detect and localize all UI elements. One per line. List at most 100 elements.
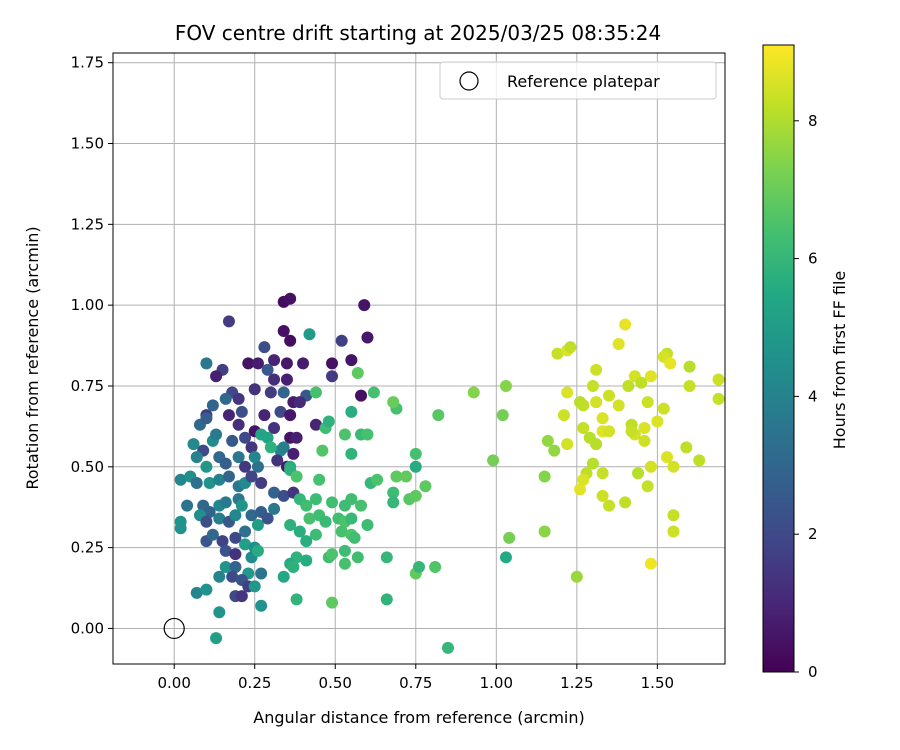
data-point-197: [429, 561, 442, 574]
data-point-42: [200, 412, 213, 425]
data-point-34: [206, 399, 219, 412]
data-point-17: [200, 357, 213, 370]
data-point-243: [641, 480, 654, 493]
data-point-53: [210, 428, 223, 441]
data-points: [174, 292, 725, 654]
data-point-85: [181, 499, 194, 512]
data-point-46: [268, 422, 281, 435]
data-point-136: [303, 512, 316, 525]
data-point-72: [174, 473, 187, 486]
data-point-256: [667, 460, 680, 473]
data-point-38: [274, 405, 287, 418]
data-point-235: [619, 318, 632, 331]
data-point-203: [499, 379, 512, 392]
data-point-82: [268, 486, 281, 499]
data-point-202: [496, 409, 509, 422]
legend-box: [439, 61, 717, 100]
data-point-91: [235, 499, 248, 512]
data-point-74: [190, 476, 203, 489]
data-point-101: [229, 509, 242, 522]
data-point-12: [268, 354, 281, 367]
data-point-184: [326, 548, 339, 561]
data-point-228: [586, 457, 599, 470]
data-point-227: [574, 483, 587, 496]
data-point-209: [551, 347, 564, 360]
data-point-213: [561, 386, 574, 399]
data-point-226: [577, 473, 590, 486]
data-point-199: [499, 551, 512, 564]
data-point-6: [303, 328, 316, 341]
data-point-229: [596, 467, 609, 480]
data-point-176: [290, 470, 303, 483]
data-point-266: [625, 425, 638, 438]
x-axis-ticks: 0.00 0.25 0.50 0.75 1.00 1.25 1.50: [157, 664, 674, 692]
data-point-127: [200, 583, 213, 596]
data-point-159: [367, 386, 380, 399]
data-point-115: [219, 561, 232, 574]
data-point-241: [638, 422, 651, 435]
data-point-62: [200, 460, 213, 473]
colorbar-tick-label-0: 0: [808, 663, 818, 681]
data-point-111: [219, 544, 232, 557]
data-point-130: [210, 632, 223, 645]
data-point-222: [590, 438, 603, 451]
data-point-89: [219, 496, 232, 509]
data-point-248: [644, 370, 657, 383]
data-point-109: [239, 538, 252, 551]
data-point-28: [219, 392, 232, 405]
data-point-99: [213, 512, 226, 525]
data-point-98: [200, 515, 213, 528]
data-point-242: [632, 467, 645, 480]
data-point-123: [248, 580, 261, 593]
data-point-118: [255, 567, 268, 580]
y-tick-label-1: 0.25: [71, 539, 104, 557]
data-point-145: [345, 493, 358, 506]
data-point-9: [242, 357, 255, 370]
data-point-30: [277, 386, 290, 399]
data-point-262: [683, 360, 696, 373]
data-point-77: [222, 470, 235, 483]
data-point-231: [603, 499, 616, 512]
data-point-146: [335, 525, 348, 538]
data-point-208: [538, 525, 551, 538]
data-point-251: [657, 402, 670, 415]
data-point-108: [229, 531, 242, 544]
data-point-16: [345, 354, 358, 367]
data-point-175: [316, 444, 329, 457]
data-point-264: [712, 373, 725, 386]
data-point-158: [351, 367, 364, 380]
data-point-205: [538, 470, 551, 483]
data-point-260: [680, 441, 693, 454]
data-point-191: [290, 593, 303, 606]
x-axis-label: Angular distance from reference (arcmin): [253, 708, 584, 727]
x-tick-label-1: 0.25: [238, 674, 271, 692]
x-tick-label-4: 1.00: [480, 674, 513, 692]
data-point-55: [239, 431, 252, 444]
data-point-69: [271, 454, 284, 467]
data-point-95: [268, 502, 281, 515]
data-point-138: [319, 515, 332, 528]
colorbar-tick-label-4: 8: [808, 112, 818, 130]
data-point-232: [596, 412, 609, 425]
data-point-234: [612, 337, 625, 350]
data-point-104: [174, 522, 187, 535]
data-point-182: [300, 554, 313, 567]
data-point-81: [255, 476, 268, 489]
colorbar-ticks: 0 2 4 6 8: [794, 112, 818, 681]
y-tick-label-0: 0.00: [71, 619, 104, 637]
data-point-219: [590, 396, 603, 409]
colorbar: [762, 44, 795, 673]
data-point-249: [641, 396, 654, 409]
data-point-220: [577, 422, 590, 435]
data-point-186: [338, 544, 351, 557]
colorbar-tick-label-3: 6: [808, 250, 818, 268]
data-point-165: [409, 489, 422, 502]
y-tick-label-2: 0.50: [71, 458, 104, 476]
data-point-10: [251, 357, 264, 370]
data-point-250: [651, 415, 664, 428]
data-point-35: [222, 409, 235, 422]
data-point-102: [239, 525, 252, 538]
data-point-83: [277, 489, 290, 502]
data-point-217: [586, 379, 599, 392]
y-tick-label-6: 1.50: [71, 135, 104, 153]
